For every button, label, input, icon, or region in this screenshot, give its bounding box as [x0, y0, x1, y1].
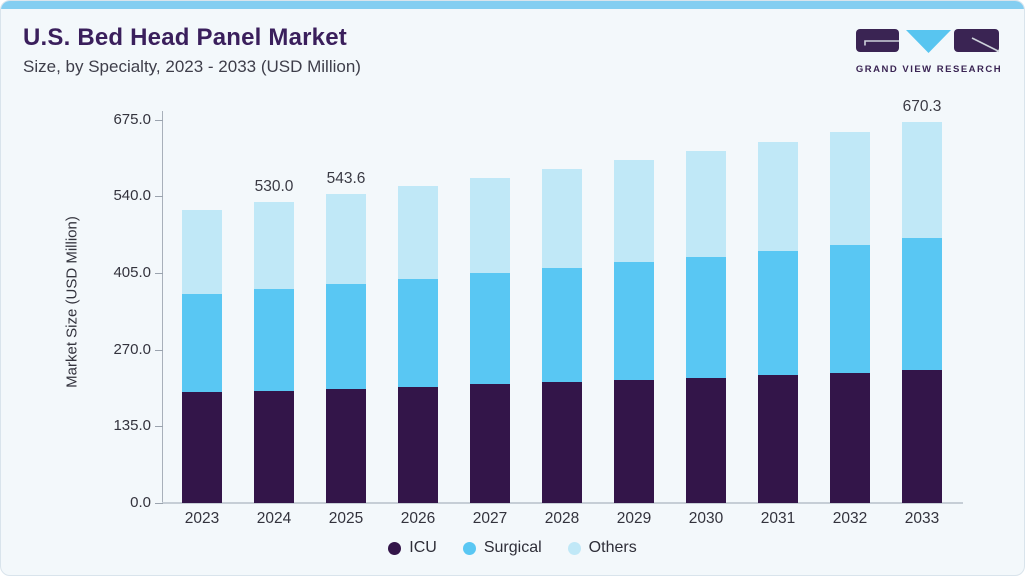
bar-2030-segment-others — [686, 151, 726, 258]
bar-2030 — [686, 151, 726, 503]
x-axis-label-2025: 2025 — [328, 510, 364, 527]
bar-2032 — [830, 132, 870, 503]
bar-2028 — [542, 169, 582, 503]
bar-2029-segment-icu — [614, 379, 654, 503]
y-tick-mark — [155, 196, 163, 198]
x-axis-label-2024: 2024 — [256, 510, 292, 527]
bar-2025 — [326, 194, 366, 503]
data-label-2024: 530.0 — [254, 177, 294, 195]
gvr-logo-text: GRAND VIEW RESEARCH — [855, 64, 1003, 75]
bar-2025-segment-surgical — [326, 284, 366, 390]
x-axis-label-2031: 2031 — [760, 510, 796, 527]
y-tick-mark — [155, 349, 163, 351]
bar-2026-segment-icu — [398, 387, 438, 503]
legend-label-others: Others — [588, 539, 637, 556]
x-axis-label-2027: 2027 — [472, 510, 508, 527]
legend-dot-surgical — [462, 541, 476, 555]
y-tick-mark — [155, 119, 163, 121]
legend-dot-others — [567, 541, 581, 555]
bar-2023-segment-surgical — [182, 294, 222, 393]
x-axis-label-2029: 2029 — [616, 510, 652, 527]
bar-2028-segment-surgical — [542, 267, 582, 382]
y-tick-label: 405.0 — [113, 263, 151, 281]
bar-2030-segment-surgical — [686, 257, 726, 378]
bar-2025-segment-others — [326, 194, 366, 285]
bar-2026-segment-others — [398, 186, 438, 279]
bar-2027-segment-surgical — [470, 273, 510, 385]
bar-2025-segment-icu — [326, 389, 366, 503]
bar-2027 — [470, 177, 510, 503]
bar-2033-segment-surgical — [902, 238, 942, 370]
data-label-2033: 670.3 — [902, 98, 942, 116]
gvr-logo-icon — [856, 29, 1000, 53]
bar-2023 — [182, 209, 222, 503]
x-axis-label-2026: 2026 — [400, 510, 436, 527]
x-axis-line — [162, 502, 963, 504]
y-tick-label: 135.0 — [113, 417, 151, 435]
bar-2031-segment-others — [758, 141, 798, 252]
bar-2028-segment-icu — [542, 381, 582, 503]
bar-2032-segment-others — [830, 132, 870, 246]
bar-2029 — [614, 160, 654, 503]
x-axis-label-2033: 2033 — [904, 510, 940, 527]
bar-2024-segment-icu — [254, 390, 294, 503]
bar-2024 — [254, 201, 294, 503]
legend-item-surgical: Surgical — [462, 539, 542, 557]
y-tick-label: 675.0 — [113, 110, 151, 128]
y-tick-mark — [155, 272, 163, 274]
bar-2029-segment-others — [614, 160, 654, 262]
top-accent-bar — [1, 1, 1024, 9]
x-axis-label-2023: 2023 — [184, 510, 220, 527]
y-tick-label: 270.0 — [113, 340, 151, 358]
bar-2031-segment-surgical — [758, 251, 798, 376]
legend-label-icu: ICU — [409, 539, 437, 556]
bar-2027-segment-others — [470, 177, 510, 274]
bar-2033-segment-icu — [902, 369, 942, 503]
legend-dot-icu — [388, 541, 402, 555]
bar-2033-segment-others — [902, 122, 942, 239]
legend-item-others: Others — [567, 539, 637, 557]
bar-2032-segment-icu — [830, 372, 870, 503]
chart-subtitle: Size, by Specialty, 2023 - 2033 (USD Mil… — [23, 57, 361, 76]
bar-2031 — [758, 141, 798, 503]
bar-2026-segment-surgical — [398, 278, 438, 388]
data-label-2025: 543.6 — [326, 170, 366, 188]
x-axis-label-2028: 2028 — [544, 510, 580, 527]
bar-2028-segment-others — [542, 169, 582, 268]
bar-2031-segment-icu — [758, 375, 798, 503]
bar-2029-segment-surgical — [614, 261, 654, 380]
bar-2027-segment-icu — [470, 384, 510, 503]
y-tick-label: 540.0 — [113, 187, 151, 205]
bar-2024-segment-others — [254, 201, 294, 289]
bar-2030-segment-icu — [686, 377, 726, 503]
legend: ICU Surgical Others — [1, 539, 1024, 557]
y-tick-label: 0.0 — [130, 494, 151, 511]
y-axis-line — [162, 111, 163, 503]
bar-2026 — [398, 186, 438, 503]
chart-title: U.S. Bed Head Panel Market — [23, 24, 347, 51]
x-axis-label-2030: 2030 — [688, 510, 724, 527]
y-tick-mark — [155, 503, 163, 504]
legend-item-icu: ICU — [388, 539, 437, 557]
bar-2023-segment-others — [182, 209, 222, 295]
legend-label-surgical: Surgical — [483, 539, 542, 556]
y-axis-title: Market Size (USD Million) — [63, 216, 81, 388]
y-tick-mark — [155, 426, 163, 428]
x-axis-label-2032: 2032 — [832, 510, 868, 527]
bar-2032-segment-surgical — [830, 245, 870, 373]
gvr-logo: GRAND VIEW RESEARCH — [854, 27, 1004, 75]
bar-2024-segment-surgical — [254, 288, 294, 391]
chart-header: U.S. Bed Head Panel Market Size, by Spec… — [23, 24, 361, 77]
bar-2023-segment-icu — [182, 392, 222, 503]
bar-2033 — [902, 122, 942, 503]
